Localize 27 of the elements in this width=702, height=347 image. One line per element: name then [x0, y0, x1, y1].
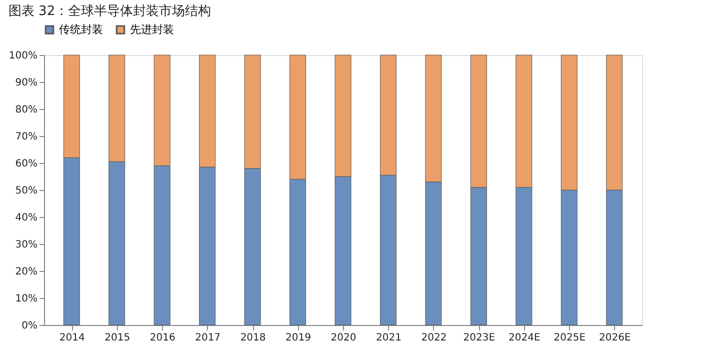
y-tick-label: 60%	[15, 158, 38, 170]
x-tick-label: 2016	[150, 332, 176, 344]
x-tick-label: 2015	[104, 332, 130, 344]
x-tick-label: 2023E	[463, 332, 496, 344]
y-tick-label: 80%	[15, 104, 38, 116]
y-tick-label: 40%	[15, 212, 38, 224]
y-tick-label: 30%	[15, 240, 38, 250]
y-tick-label: 50%	[15, 186, 38, 196]
x-tick-label: 2026E	[598, 332, 631, 344]
y-tick-label: 0%	[22, 320, 38, 332]
y-tick-label: 20%	[15, 266, 38, 278]
x-tick-label: 2014	[59, 332, 85, 344]
x-tick-label: 2025E	[554, 332, 586, 344]
x-tick-label: 2021	[376, 332, 402, 344]
x-tick-label: 2022	[421, 332, 447, 344]
x-tick-label: 2024E	[508, 332, 540, 344]
legend-label: 先进封装	[130, 22, 174, 36]
y-tick-label: 100%	[8, 50, 38, 62]
x-tick-label: 2018	[240, 332, 266, 344]
legend-label: 传统封装	[59, 22, 103, 36]
y-tick-label: 70%	[15, 132, 38, 142]
y-tick-label: 90%	[15, 78, 38, 88]
x-tick-label: 2020	[330, 332, 356, 344]
x-tick-label: 2019	[286, 332, 311, 344]
chart-title: 图表 32：全球半导体封装市场结构	[8, 4, 212, 19]
y-tick-label: 10%	[15, 294, 38, 304]
x-tick-label: 2017	[195, 332, 221, 344]
